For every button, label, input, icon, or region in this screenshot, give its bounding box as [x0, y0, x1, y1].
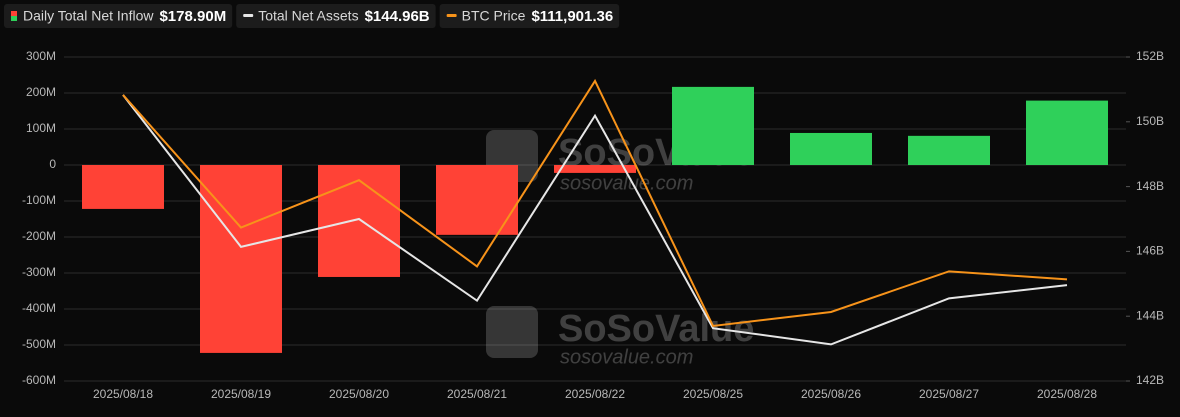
legend-box	[4, 4, 233, 28]
y-tick-label: -500M	[22, 337, 56, 351]
bar	[82, 165, 164, 209]
legend-swatch	[243, 14, 254, 17]
bar	[554, 165, 636, 173]
legend-value: $178.90M	[159, 8, 226, 25]
y-tick-label: 100M	[26, 121, 56, 135]
y-tick-label: 0	[49, 157, 56, 171]
x-tick-label: 2025/08/22	[565, 387, 625, 401]
y2-tick-label: 144B	[1136, 308, 1164, 322]
line	[122, 94, 1068, 346]
bar	[672, 86, 754, 165]
x-tick-label: 2025/08/21	[447, 387, 507, 401]
bar	[908, 135, 990, 165]
x-tick-label: 2025/08/28	[1037, 387, 1097, 401]
legend-name: BTC Price	[462, 8, 526, 24]
y-tick-label: -200M	[22, 229, 56, 243]
bar	[200, 165, 282, 353]
y-tick-label: 200M	[26, 85, 56, 99]
legend-name: Total Net Assets	[258, 8, 358, 24]
y2-tick-label: 152B	[1136, 49, 1164, 63]
legend-item: Total Net Assets $144.96B	[236, 4, 436, 28]
bar	[790, 132, 872, 165]
legend-value: $144.96B	[365, 8, 430, 25]
legend-value: $111,901.36	[531, 8, 613, 25]
legend-swatch	[446, 14, 457, 17]
legend-swatch	[11, 11, 17, 16]
bar	[436, 165, 518, 235]
y2-tick-label: 148B	[1136, 179, 1164, 193]
x-tick-label: 2025/08/27	[919, 387, 979, 401]
legend-swatch	[11, 16, 17, 21]
y-tick-label: 300M	[26, 49, 56, 63]
watermark-site: sosovalue.com	[560, 346, 693, 368]
x-tick-label: 2025/08/25	[683, 387, 743, 401]
x-tick-label: 2025/08/26	[801, 387, 861, 401]
legend-name: Daily Total Net Inflow	[23, 8, 154, 24]
legend-box	[439, 4, 620, 28]
x-tick-label: 2025/08/20	[329, 387, 389, 401]
y-tick-label: -300M	[22, 265, 56, 279]
y2-tick-label: 142B	[1136, 373, 1164, 387]
legend-item: Daily Total Net Inflow $178.90M	[4, 4, 233, 28]
y-tick-label: -100M	[22, 193, 56, 207]
y-tick-label: -600M	[22, 373, 56, 387]
bar	[318, 165, 400, 277]
y-tick-label: -400M	[22, 301, 56, 315]
watermark-logo	[486, 306, 538, 358]
line	[122, 78, 1068, 328]
legend-box	[236, 4, 436, 28]
x-tick-label: 2025/08/19	[211, 387, 271, 401]
watermark-site: sosovalue.com	[560, 172, 693, 194]
bar	[1026, 100, 1108, 165]
y2-tick-label: 146B	[1136, 244, 1164, 258]
legend-item: BTC Price $111,901.36	[439, 4, 620, 28]
y2-tick-label: 150B	[1136, 114, 1164, 128]
x-tick-label: 2025/08/18	[93, 387, 153, 401]
